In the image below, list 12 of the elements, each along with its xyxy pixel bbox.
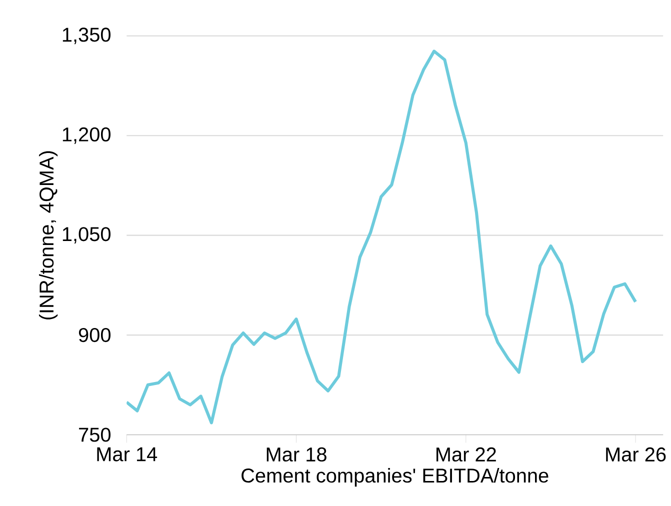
x-tick-label: Mar 14: [97, 448, 158, 462]
x-tick-label: Mar 18: [266, 448, 326, 462]
line-series: [126, 50, 638, 425]
x-axis-title: Cement companies' EBITDA/tonne: [242, 468, 548, 487]
y-tick-label: 1,200: [62, 128, 111, 144]
y-tick-label: 1,050: [62, 227, 111, 244]
y-tick-label: 900: [78, 328, 111, 342]
x-tick-label: Mar 26: [606, 448, 666, 462]
y-tick-label: 750: [79, 428, 111, 442]
y-tick-label: 1,350: [62, 28, 111, 44]
x-tick-label: Mar 22: [436, 448, 496, 462]
y-axis-title: (INR/tonne, 4QMA): [39, 151, 58, 320]
